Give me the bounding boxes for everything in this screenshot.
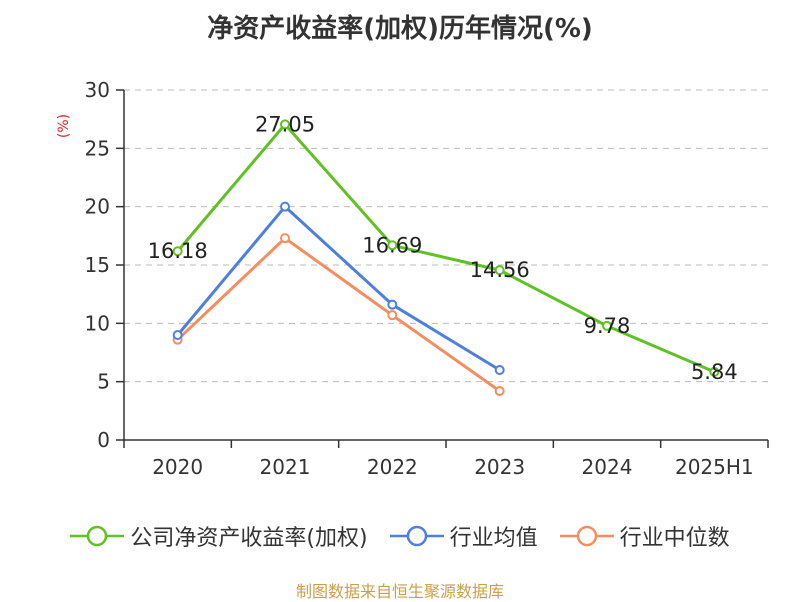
series-point-3	[494, 386, 505, 396]
legend-item-3: 行业中位数	[559, 520, 730, 552]
series-point-1	[172, 246, 183, 257]
y-tick-label: 25	[85, 136, 110, 160]
y-tick-label: 5	[97, 370, 110, 394]
x-tick-label: 2020	[152, 455, 203, 479]
series-point-1	[602, 320, 612, 331]
series-point-2	[494, 365, 505, 375]
data-label: 9.78	[584, 314, 631, 338]
legend-swatch-icon	[389, 525, 444, 547]
data-label: 14.56	[470, 258, 530, 282]
y-axis-ticks: 0 5 10 15 20 25 30	[85, 78, 110, 452]
y-tick-label: 20	[85, 195, 110, 219]
legend: 公司净资产收益率(加权) 行业均值 行业中位数	[0, 520, 800, 552]
series-line-2	[176, 205, 501, 372]
axes	[116, 89, 769, 448]
x-tick-label: 2025H1	[675, 455, 754, 479]
x-axis-ticks: 2020 2021 2022 2023 2024 2025H1	[152, 455, 753, 479]
series-point-1	[494, 265, 505, 276]
x-tick-label: 2023	[474, 455, 525, 479]
legend-label: 行业中位数	[619, 526, 730, 551]
legend-label: 公司净资产收益率(加权)	[130, 526, 368, 551]
series-point-2	[172, 330, 183, 340]
chart-title: 净资产收益率(加权)历年情况(%)	[207, 14, 593, 44]
y-axis-unit: (%)	[56, 114, 72, 138]
data-labels: 16.18 27.05 16.69 14.56 9.78 5.84	[148, 112, 738, 383]
y-tick-label: 10	[85, 311, 110, 335]
data-label: 16.18	[148, 239, 208, 263]
series-point-2	[387, 299, 398, 310]
series-line-3	[176, 236, 501, 393]
series-point-2	[280, 201, 290, 212]
y-tick-label: 0	[97, 428, 110, 452]
series-point-1	[387, 240, 398, 251]
data-label: 5.84	[691, 360, 738, 384]
series-lines	[172, 119, 720, 396]
series-point-1	[280, 119, 290, 130]
series-point-3	[280, 233, 290, 244]
source-footer: 制图数据来自恒生聚源数据库	[295, 582, 504, 601]
legend-item-2: 行业均值	[389, 520, 538, 552]
y-tick-label: 15	[85, 253, 110, 277]
x-tick-label: 2022	[367, 455, 418, 479]
x-tick-label: 2024	[582, 455, 633, 479]
x-tick-label: 2021	[260, 455, 311, 479]
legend-swatch-icon	[70, 525, 125, 547]
legend-item-1: 公司净资产收益率(加权)	[70, 520, 368, 552]
grid-lines	[124, 89, 768, 383]
y-tick-label: 30	[85, 78, 110, 102]
data-label: 27.05	[255, 112, 315, 136]
series-line-1	[176, 122, 715, 374]
series-point-3	[387, 310, 398, 321]
legend-swatch-icon	[559, 525, 614, 547]
legend-label: 行业均值	[449, 526, 538, 551]
data-label: 16.69	[362, 233, 422, 257]
series-point-1	[709, 366, 720, 377]
